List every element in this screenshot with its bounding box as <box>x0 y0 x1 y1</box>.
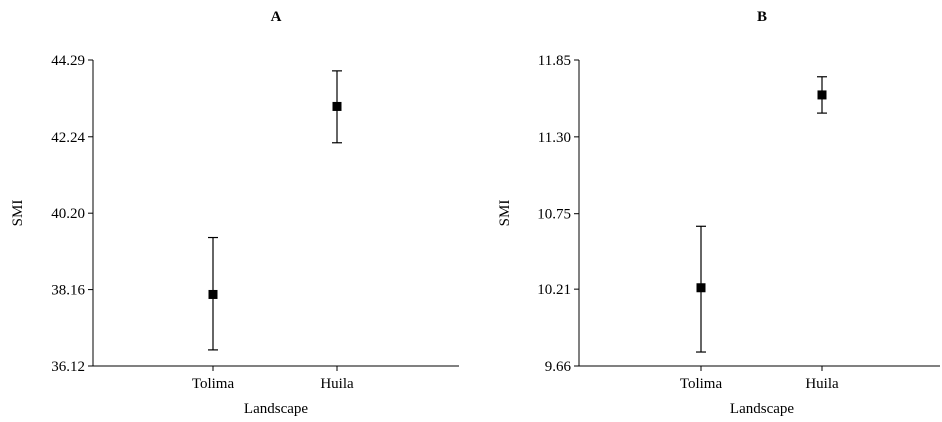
y-axis-label-a: SMI <box>10 200 26 227</box>
y-ticks-b: 9.66 10.21 10.75 11.30 11.85 <box>537 53 579 375</box>
y-tick-label-a-3: 42.24 <box>51 130 85 146</box>
y-tick-label-b-2: 10.75 <box>537 207 571 223</box>
y-tick-label-b-0: 9.66 <box>545 359 572 375</box>
data-marks-b <box>696 76 827 353</box>
chart-panel-a: A SMI Landscape 36.12 38.16 40.20 42.24 44.2… <box>10 9 459 417</box>
data-point-a-1 <box>332 101 342 111</box>
x-tick-label-a-1: Huila <box>320 376 354 392</box>
y-tick-label-a-2: 40.20 <box>51 206 85 222</box>
y-tick-label-b-1: 10.21 <box>537 282 571 298</box>
data-marks-a <box>208 70 342 351</box>
y-tick-label-a-1: 38.16 <box>51 283 85 299</box>
data-point-b-1 <box>817 90 827 100</box>
y-tick-label-a-4: 44.29 <box>51 53 85 69</box>
y-ticks-a: 36.12 38.16 40.20 42.24 44.29 <box>51 53 93 375</box>
x-ticks-b: Tolima Huila <box>680 366 839 392</box>
data-point-a-0 <box>208 289 218 299</box>
y-tick-label-b-4: 11.85 <box>538 53 571 69</box>
chart-panel-b: B SMI Landscape 9.66 10.21 10.75 11.30 11.85… <box>497 9 940 417</box>
chart-title-a: A <box>271 9 282 25</box>
y-axis-label-b: SMI <box>497 200 513 227</box>
x-tick-label-a-0: Tolima <box>192 376 235 392</box>
x-tick-label-b-0: Tolima <box>680 376 723 392</box>
x-axis-label-a: Landscape <box>244 401 308 417</box>
chart-title-b: B <box>757 9 767 25</box>
x-tick-label-b-1: Huila <box>805 376 839 392</box>
data-point-b-0 <box>696 283 706 293</box>
y-tick-label-a-0: 36.12 <box>51 359 85 375</box>
y-tick-label-b-3: 11.30 <box>538 130 571 146</box>
x-axis-label-b: Landscape <box>730 401 794 417</box>
x-ticks-a: Tolima Huila <box>192 366 354 392</box>
